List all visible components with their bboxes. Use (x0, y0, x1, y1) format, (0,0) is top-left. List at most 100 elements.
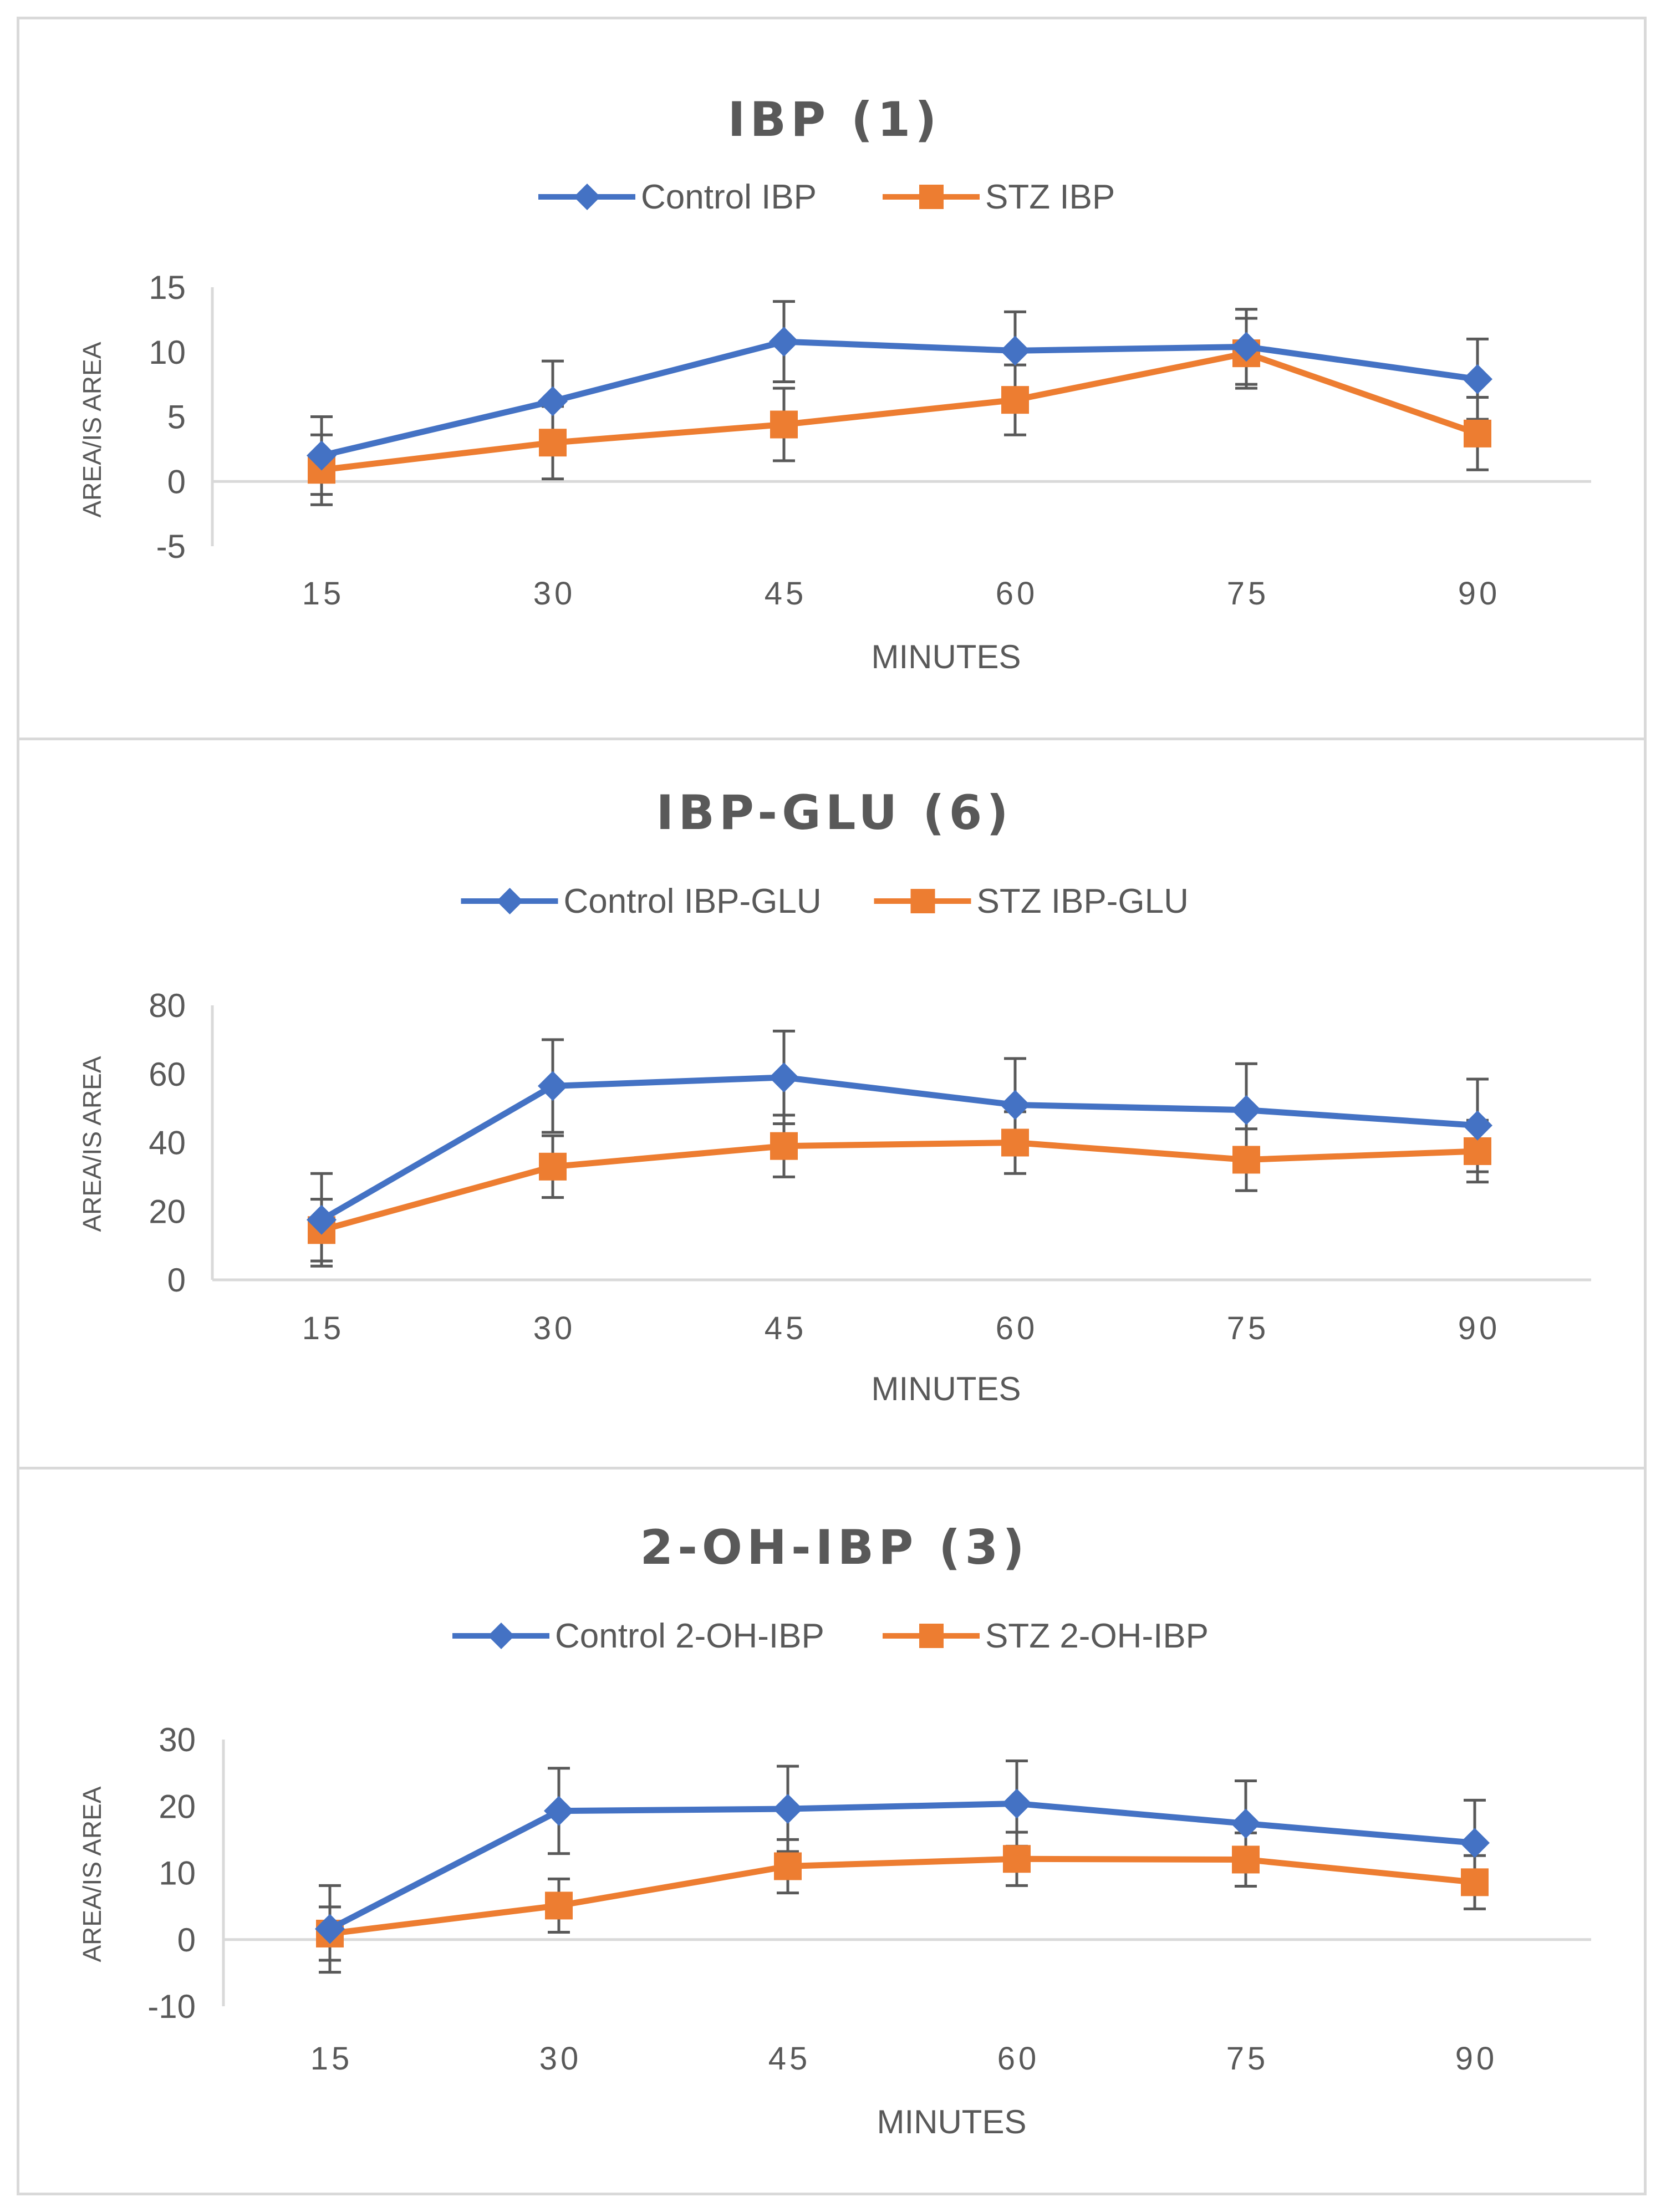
data-point-diamond (773, 1794, 803, 1824)
x-tick-label: 15 (310, 2041, 353, 2077)
x-tick-label: 75 (1227, 576, 1270, 612)
data-point-diamond (1460, 1828, 1490, 1858)
x-tick-label: 45 (765, 1310, 807, 1346)
legend-label-1: STZ IBP (985, 178, 1115, 216)
y-tick-label: -10 (147, 1988, 196, 2025)
data-point-square (539, 429, 567, 457)
x-tick-label: 75 (1226, 2041, 1269, 2077)
x-tick-label: 45 (768, 2041, 811, 2077)
x-tick-label: 30 (539, 2041, 582, 2077)
series-line-1 (320, 1140, 1478, 1233)
chart-svg: IBP (1) Control IBP STZ IBP 15 10 5 0 -5 15 30 45 6… (78, 92, 1591, 675)
series-line-0 (328, 1800, 1475, 1932)
data-point-square (539, 1152, 567, 1181)
y-tick-label: 20 (159, 1788, 196, 1825)
data-point-square (774, 1852, 802, 1880)
y-tick-label: 15 (149, 269, 186, 306)
x-tick-label: 90 (1455, 2041, 1498, 2077)
y-axis-title: AREA/IS AREA (78, 1056, 106, 1232)
data-point-diamond (1231, 1808, 1261, 1839)
data-point-square (1232, 1845, 1260, 1874)
chart-title: 2-OH-IBP (3) (640, 1520, 1028, 1575)
chart-svg: 2-OH-IBP (3) Control 2-OH-IBP STZ 2-OH-IBP… (78, 1520, 1591, 2140)
legend: Control 2-OH-IBP STZ 2-OH-IBP (452, 1617, 1209, 1655)
x-tick-label: 75 (1227, 1310, 1270, 1346)
legend-marker-1 (919, 185, 944, 209)
x-tick-label: 60 (996, 1310, 1038, 1346)
x-tick-label: 60 (997, 2041, 1040, 2077)
x-tick-label: 30 (533, 1310, 576, 1346)
legend-marker-0 (496, 888, 523, 914)
legend-marker-0 (488, 1623, 514, 1649)
data-point-square (1001, 1128, 1029, 1157)
y-tick-label: 20 (149, 1193, 186, 1230)
legend-label-0: Control 2-OH-IBP (555, 1617, 824, 1655)
y-tick-label: 40 (149, 1125, 186, 1162)
legend-marker-1 (910, 889, 935, 913)
x-tick-label: 30 (533, 576, 576, 612)
x-axis-title: MINUTES (872, 1370, 1021, 1407)
y-tick-label: 0 (177, 1921, 196, 1959)
x-tick-label: 45 (765, 576, 807, 612)
y-tick-label: 10 (149, 334, 186, 371)
data-point-square (1464, 419, 1491, 448)
y-tick-label: 80 (149, 987, 186, 1024)
series-line-0 (320, 338, 1478, 459)
chart-panel-ibp-glu: IBP-GLU (6) Control IBP-GLU STZ IBP-GLU 80 6… (17, 738, 1647, 1469)
legend: Control IBP-GLU STZ IBP-GLU (461, 882, 1189, 921)
chart-panel-2-oh-ibp: 2-OH-IBP (3) Control 2-OH-IBP STZ 2-OH-IBP… (17, 1467, 1647, 2195)
legend-label-0: Control IBP (641, 178, 817, 216)
y-tick-label: 60 (149, 1056, 186, 1093)
legend-label-1: STZ 2-OH-IBP (985, 1617, 1209, 1655)
chart-svg: IBP-GLU (6) Control IBP-GLU STZ IBP-GLU 80 6… (78, 785, 1591, 1407)
y-axis-title: AREA/IS AREA (78, 1786, 106, 1962)
data-point-diamond (769, 1062, 799, 1092)
data-point-square (770, 410, 798, 439)
chart-title: IBP-GLU (6) (656, 785, 1012, 841)
y-tick-label: 10 (159, 1855, 196, 1892)
legend-marker-0 (574, 184, 600, 210)
data-point-diamond (538, 1071, 568, 1101)
x-tick-label: 90 (1458, 1310, 1501, 1346)
data-point-square (1232, 1146, 1260, 1174)
legend-label-1: STZ IBP-GLU (977, 882, 1189, 921)
data-point-diamond (1002, 1788, 1032, 1819)
y-tick-label: 30 (159, 1721, 196, 1758)
x-tick-label: 60 (996, 576, 1038, 612)
data-point-diamond (1463, 1110, 1492, 1141)
data-point-square (770, 1132, 798, 1160)
series-line-1 (329, 1855, 1475, 1937)
chart-panel-ibp: IBP (1) Control IBP STZ IBP 15 10 5 0 -5 15 30 45 6… (17, 17, 1647, 740)
x-tick-label: 90 (1458, 576, 1501, 612)
series-line-1 (321, 350, 1479, 473)
y-tick-label: 0 (167, 1262, 186, 1299)
data-point-diamond (1000, 1090, 1030, 1120)
data-point-square (1461, 1868, 1489, 1896)
y-tick-label: 5 (167, 399, 186, 436)
data-point-square (1001, 386, 1029, 414)
legend-marker-1 (919, 1624, 944, 1648)
data-point-diamond (544, 1796, 574, 1826)
x-axis-title: MINUTES (872, 638, 1021, 675)
data-point-diamond (307, 1204, 337, 1235)
legend: Control IBP STZ IBP (538, 178, 1115, 216)
chart-title: IBP (1) (728, 92, 941, 148)
data-point-square (1003, 1845, 1031, 1873)
legend-label-0: Control IBP-GLU (564, 882, 822, 921)
x-axis-title: MINUTES (877, 2103, 1027, 2140)
data-point-diamond (1231, 1095, 1261, 1125)
data-point-square (1464, 1137, 1491, 1165)
y-axis-title: AREA/IS AREA (78, 342, 106, 517)
data-point-diamond (307, 440, 337, 471)
data-point-diamond (769, 327, 799, 357)
y-tick-label: -5 (156, 528, 186, 565)
data-point-diamond (315, 1914, 345, 1944)
data-point-diamond (1463, 364, 1492, 394)
data-point-diamond (538, 386, 568, 416)
data-point-square (545, 1891, 573, 1920)
y-tick-label: 0 (167, 463, 186, 500)
x-tick-label: 15 (302, 1310, 345, 1346)
series-line-0 (320, 1074, 1478, 1223)
x-tick-label: 15 (302, 576, 345, 612)
data-point-diamond (1231, 332, 1261, 362)
